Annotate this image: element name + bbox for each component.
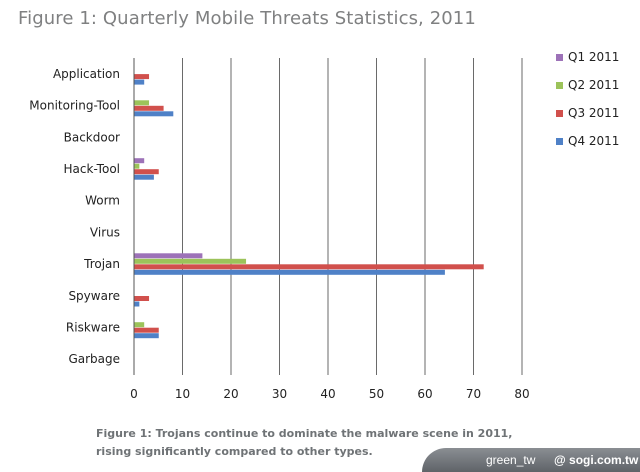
bar <box>134 258 247 264</box>
bar <box>134 333 159 339</box>
figure-title: Figure 1: Quarterly Mobile Threats Stati… <box>18 8 476 29</box>
bar <box>134 296 150 301</box>
category-labels: Application Monitoring-Tool Backdoor Hack-T… <box>29 67 120 366</box>
bar <box>134 111 174 117</box>
bar <box>134 269 445 275</box>
watermark-site: @ sogi.com.tw <box>554 453 639 467</box>
watermark-badge: green_tw @ sogi.com.tw <box>422 448 640 472</box>
category-label: Riskware <box>66 320 120 334</box>
category-label: Backdoor <box>64 130 120 144</box>
category-label: Application <box>53 67 120 81</box>
bar <box>134 105 164 111</box>
bar <box>134 163 140 169</box>
x-tick-label: 70 <box>466 387 481 401</box>
bar <box>134 174 154 180</box>
bar <box>134 79 145 85</box>
legend-swatch <box>556 82 563 89</box>
legend-swatch <box>556 54 563 61</box>
bar <box>134 264 484 270</box>
legend-label: Q2 2011 <box>568 78 619 92</box>
x-tick-label: 30 <box>272 387 287 401</box>
legend-label: Q4 2011 <box>568 134 619 148</box>
category-label: Spyware <box>68 289 120 303</box>
watermark-author: green_tw <box>486 453 536 467</box>
x-tick-label: 40 <box>320 387 335 401</box>
bar <box>134 253 203 259</box>
figure-caption: Figure 1: Trojans continue to dominate t… <box>96 427 513 458</box>
category-label: Virus <box>90 225 120 239</box>
legend-swatch <box>556 138 563 145</box>
bars <box>134 74 484 339</box>
x-tick-label: 10 <box>175 387 190 401</box>
category-label: Monitoring-Tool <box>29 99 120 113</box>
legend-swatch <box>556 110 563 117</box>
bar <box>134 322 145 328</box>
category-label: Trojan <box>83 257 120 271</box>
bar <box>134 74 150 80</box>
legend-label: Q1 2011 <box>568 50 619 64</box>
legend: Q1 2011 Q2 2011 Q3 2011 Q4 2011 <box>556 50 619 148</box>
bar <box>134 158 145 164</box>
x-tick-label: 80 <box>514 387 529 401</box>
x-tick-label: 0 <box>130 387 138 401</box>
category-label: Garbage <box>68 352 120 366</box>
bar-chart: Application Monitoring-Tool Backdoor Hack-T… <box>29 50 619 401</box>
bar <box>134 100 150 106</box>
gridlines <box>133 58 523 375</box>
bar <box>134 327 159 333</box>
category-label: Worm <box>85 194 120 208</box>
bar <box>134 301 140 307</box>
x-tick-label: 50 <box>369 387 384 401</box>
x-tick-labels: 0 10 20 30 40 50 60 70 80 <box>130 387 529 401</box>
category-label: Hack-Tool <box>64 162 120 176</box>
x-tick-label: 20 <box>223 387 238 401</box>
x-tick-label: 60 <box>417 387 432 401</box>
bar <box>134 169 159 175</box>
legend-label: Q3 2011 <box>568 106 619 120</box>
